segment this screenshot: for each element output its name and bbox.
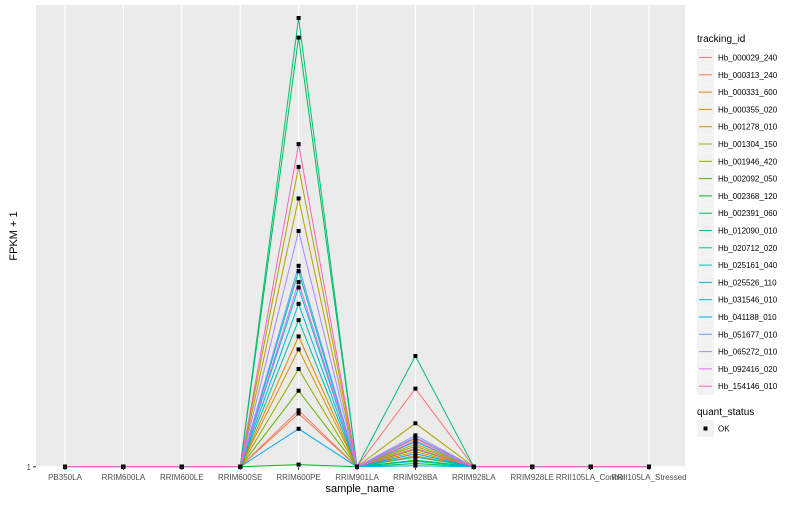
data-point (413, 433, 418, 438)
x-tick-label: RRIM600SE (218, 473, 262, 482)
legend-label: Hb_065272_010 (718, 348, 778, 357)
x-tick-label: PB350LA (48, 473, 82, 482)
legend-label: Hb_012090_010 (718, 227, 778, 236)
data-point (296, 301, 301, 306)
data-point (413, 444, 418, 449)
data-point (296, 263, 301, 268)
x-tick-label: RRIM928BA (393, 473, 438, 482)
data-point (647, 464, 651, 469)
x-tick-label: RRII105LA_Control (556, 473, 626, 482)
data-point (296, 35, 301, 40)
legend-label: Hb_092416_020 (718, 365, 778, 374)
data-point (413, 451, 418, 456)
x-axis-title: sample_name (325, 483, 394, 495)
legend-ok-point (703, 426, 708, 431)
legend-label: Hb_025161_040 (718, 261, 778, 270)
legend-ok-label: OK (718, 425, 730, 434)
x-tick-label: RRIM600LA (102, 473, 146, 482)
data-point (238, 464, 243, 469)
data-point (413, 438, 418, 443)
data-point (413, 459, 418, 464)
legend: tracking_id Hb_000029_240Hb_000313_240Hb… (697, 34, 778, 437)
x-tick-label: RRIM600PE (276, 473, 320, 482)
data-point (471, 464, 476, 469)
data-point (413, 455, 418, 459)
data-point (63, 464, 67, 469)
legend-label: Hb_001278_010 (718, 123, 778, 132)
y-axis-title: FPKM + 1 (8, 211, 20, 260)
legend-label: Hb_001946_420 (718, 157, 778, 166)
data-point (296, 334, 301, 339)
legend-items: Hb_000029_240 Hb_000313_240 Hb_000331_600 H… (697, 49, 778, 395)
legend-label: Hb_000029_240 (718, 54, 778, 63)
x-tick-label: RRIM928LE (510, 473, 554, 482)
data-point (179, 464, 184, 469)
data-point (413, 442, 418, 446)
legend-label: Hb_000331_600 (718, 88, 778, 97)
plot-panel (36, 5, 685, 467)
legend-label: Hb_025526_110 (718, 278, 777, 287)
data-point (296, 269, 301, 274)
x-tick-label: RRIM901LA (335, 473, 379, 482)
data-point (296, 280, 301, 285)
x-tick-label: RRIM928LA (452, 473, 496, 482)
legend-label: Hb_002092_050 (718, 175, 778, 184)
data-point (296, 411, 301, 416)
data-point (413, 386, 418, 391)
data-point (296, 367, 301, 371)
y-axis-ticks: 1 (27, 463, 36, 472)
data-point (296, 142, 301, 147)
data-point (296, 462, 301, 467)
data-point (296, 408, 301, 413)
data-point (296, 229, 301, 233)
legend-label: Hb_031546_010 (718, 296, 778, 305)
data-point (413, 463, 418, 468)
y-tick-label: 1 (27, 463, 32, 472)
data-point (296, 285, 301, 290)
legend-label: Hb_020712_020 (718, 244, 778, 253)
data-point (296, 426, 301, 431)
data-point (413, 421, 418, 426)
data-point (296, 16, 301, 20)
data-point (296, 164, 301, 169)
data-points (63, 16, 651, 469)
data-point (296, 196, 301, 201)
legend-label: Hb_002368_120 (718, 192, 778, 201)
legend-label: Hb_041188_010 (718, 313, 777, 322)
legend-title-tracking-id: tracking_id (697, 34, 745, 45)
legend-title-quant-status: quant_status (697, 407, 754, 418)
data-point (413, 446, 418, 451)
legend-label: Hb_154146_010 (718, 382, 778, 391)
legend-label: Hb_051677_010 (718, 330, 778, 339)
x-tick-label: RRIM600LE (160, 473, 204, 482)
data-point (530, 464, 535, 469)
data-point (296, 318, 301, 323)
data-point (413, 354, 418, 358)
legend-label: Hb_002391_060 (718, 209, 778, 218)
data-point (355, 464, 359, 469)
data-point (296, 347, 301, 352)
legend-label: Hb_001304_150 (718, 140, 778, 149)
data-point (413, 435, 418, 440)
legend-label: Hb_000355_020 (718, 105, 778, 114)
x-axis-ticks: PB350LA RRIM600LA RRIM600LE RRIM600SE RRIM60… (48, 467, 687, 482)
data-point (413, 449, 418, 454)
data-point (413, 461, 418, 466)
legend-label: Hb_000313_240 (718, 71, 778, 80)
data-point (121, 464, 126, 469)
x-tick-label: RRII105LA_Stressed (611, 473, 686, 482)
data-point (296, 388, 301, 393)
data-point (588, 464, 593, 469)
